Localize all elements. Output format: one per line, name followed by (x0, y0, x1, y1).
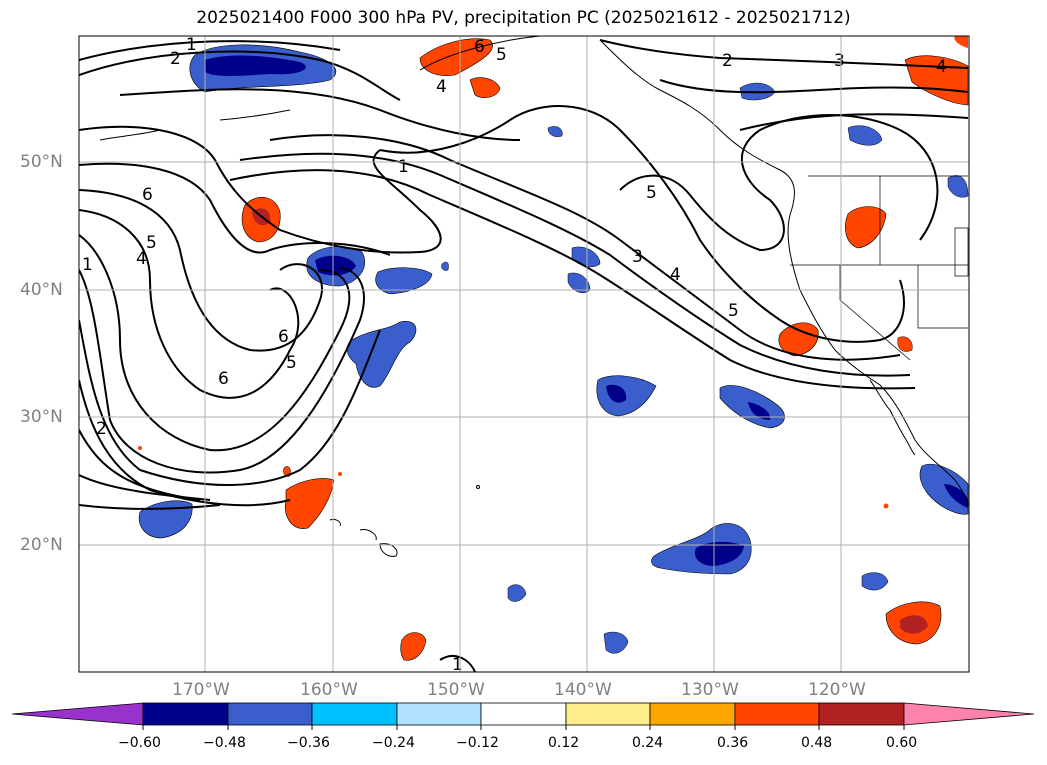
colorbar-swatch-1 (142, 702, 229, 726)
contour-label: 5 (496, 45, 507, 65)
precip-field (138, 36, 969, 661)
colorbar-swatch-9 (818, 702, 905, 726)
colorbar-swatch-6 (565, 702, 651, 726)
lat-label-50n: 50°N (20, 152, 63, 172)
colorbar-tick-label: −0.24 (372, 735, 415, 751)
colorbar-swatch-7 (649, 702, 736, 726)
colorbar-ticks (142, 725, 905, 730)
contour-label: 1 (82, 255, 93, 275)
contour-label: 6 (142, 185, 153, 205)
colorbar-swatch-5 (480, 702, 567, 726)
colorbar-tick-label: −0.48 (203, 735, 246, 751)
pv-contours (79, 39, 969, 672)
colorbar-swatch-3 (311, 702, 398, 726)
lon-label-120w: 120°W (808, 680, 866, 700)
contour-label: 5 (646, 183, 657, 203)
colorbar-swatch-0 (11, 702, 144, 726)
colorbar (11, 702, 1035, 730)
contour-label: 6 (474, 37, 485, 57)
colorbar-tick-label: −0.60 (118, 735, 161, 751)
colorbar-tick-label: 0.12 (548, 735, 580, 751)
colorbar-tick-label: 0.60 (886, 735, 918, 751)
contour-label: 6 (278, 327, 289, 347)
contour-label: 1 (452, 655, 463, 675)
contour-label: 5 (728, 301, 739, 321)
contour-label: 3 (632, 247, 643, 267)
lat-label-40n: 40°N (20, 280, 63, 300)
colorbar-swatch-4 (396, 702, 482, 726)
contour-label: 4 (436, 77, 447, 97)
contour-label: 5 (146, 233, 157, 253)
map-area (79, 36, 969, 672)
lon-label-130w: 130°W (681, 680, 739, 700)
lat-label-20n: 20°N (20, 535, 63, 555)
contour-label: 3 (834, 51, 845, 71)
map-frame (78, 35, 970, 673)
lat-label-30n: 30°N (20, 407, 63, 427)
contour-label: 2 (170, 49, 181, 69)
contour-label: 4 (670, 265, 681, 285)
map-title: 2025021400 F000 300 hPa PV, precipitatio… (196, 8, 851, 28)
lon-label-140w: 140°W (554, 680, 612, 700)
state-borders (790, 175, 969, 361)
contour-label: 2 (96, 419, 107, 439)
colorbar-tick-label: −0.12 (456, 735, 499, 751)
lon-label-170w: 170°W (172, 680, 230, 700)
colorbar-tick-label: −0.36 (287, 735, 330, 751)
colorbar-tick-label: 0.24 (632, 735, 664, 751)
contour-label: 5 (286, 353, 297, 373)
colorbar-swatch-10 (903, 702, 1035, 726)
colorbar-tick-label: 0.48 (801, 735, 833, 751)
colorbar-swatch-2 (227, 702, 313, 726)
colorbar-tick-label: 0.36 (717, 735, 749, 751)
contour-label: 4 (936, 57, 947, 77)
colorbar-swatch-8 (734, 702, 820, 726)
lon-label-160w: 160°W (300, 680, 358, 700)
contour-labels: 1 2 1 2 3 4 6 4 5 4 5 6 1 5 3 4 5 6 5 6 … (82, 35, 947, 675)
gridlines (79, 36, 969, 672)
contour-label: 6 (218, 369, 229, 389)
contour-label: 1 (186, 35, 197, 55)
contour-label: 4 (136, 249, 147, 269)
lon-label-150w: 150°W (427, 680, 485, 700)
contour-label: 1 (398, 157, 409, 177)
contour-label: 2 (722, 51, 733, 71)
